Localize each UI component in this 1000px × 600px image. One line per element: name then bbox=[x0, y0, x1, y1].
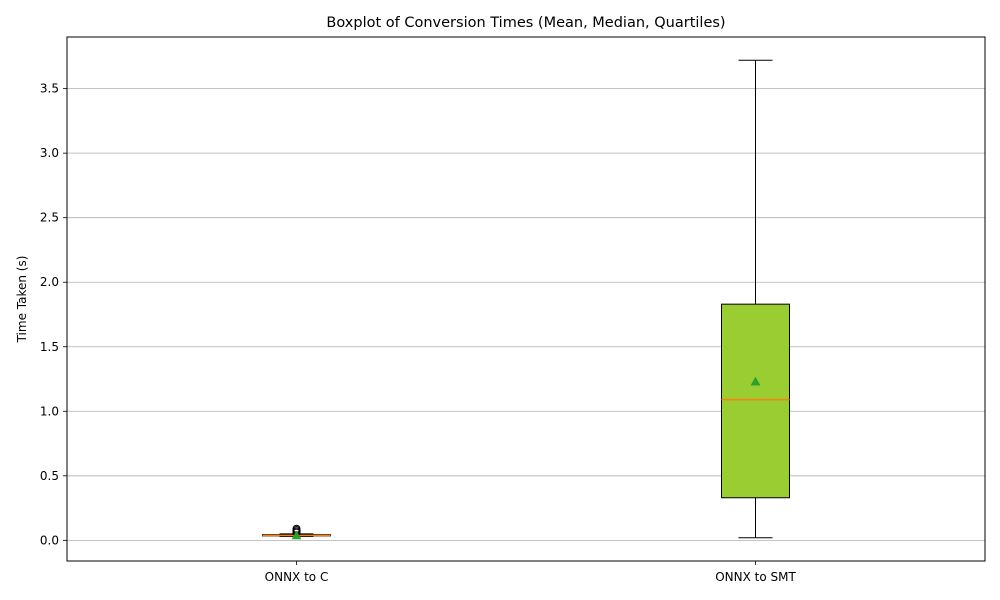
box-onnx-to-c bbox=[262, 524, 331, 540]
iqr-box bbox=[721, 303, 790, 499]
x-tick-label: ONNX to C bbox=[265, 570, 329, 584]
boxes bbox=[262, 59, 790, 540]
y-tick-label: 1.0 bbox=[40, 404, 59, 418]
y-tick-label: 2.0 bbox=[40, 275, 59, 289]
y-axis-label: Time Taken (s) bbox=[15, 256, 29, 344]
mean-marker bbox=[750, 376, 761, 386]
y-axis-ticks: 0.0 0.5 1.0 1.5 2.0 2.5 3.0 3.5 bbox=[40, 82, 67, 547]
mean-marker bbox=[291, 530, 302, 540]
x-tick-label: ONNX to SMT bbox=[715, 570, 796, 584]
y-tick-label: 3.5 bbox=[40, 82, 59, 96]
box-onnx-to-smt bbox=[721, 59, 790, 539]
chart-title: Boxplot of Conversion Times (Mean, Media… bbox=[326, 15, 725, 31]
x-axis-ticks: ONNX to C ONNX to SMT bbox=[265, 561, 796, 584]
y-tick-label: 0.0 bbox=[40, 533, 59, 547]
gridlines bbox=[67, 88, 985, 541]
y-tick-label: 0.5 bbox=[40, 469, 59, 483]
y-tick-label: 1.5 bbox=[40, 340, 59, 354]
y-tick-label: 3.0 bbox=[40, 146, 59, 160]
plot-frame bbox=[66, 36, 986, 562]
y-tick-label: 2.5 bbox=[40, 211, 59, 225]
